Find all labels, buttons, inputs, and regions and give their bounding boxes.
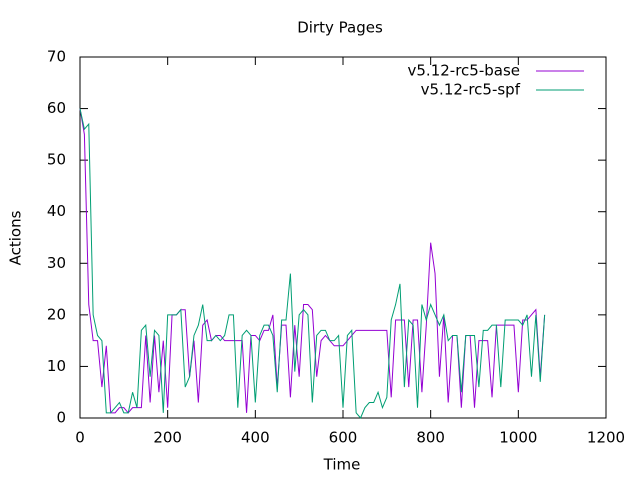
x-tick-label: 800	[416, 429, 445, 447]
x-tick-label: 200	[153, 429, 182, 447]
legend-label: v5.12-rc5-base	[408, 62, 521, 80]
y-tick-label: 60	[47, 99, 66, 117]
y-tick-label: 70	[47, 48, 66, 66]
y-tick-label: 30	[47, 254, 66, 272]
chart-title: Dirty Pages	[297, 19, 383, 37]
y-axis-label: Actions	[7, 210, 25, 265]
y-tick-label: 10	[47, 357, 66, 375]
x-tick-label: 1200	[587, 429, 625, 447]
x-tick-label: 400	[241, 429, 270, 447]
x-tick-label: 0	[75, 429, 85, 447]
x-tick-label: 1000	[499, 429, 537, 447]
plot-border	[79, 56, 607, 419]
x-tick-label: 600	[329, 429, 358, 447]
y-tick-label: 40	[47, 202, 66, 220]
legend-label: v5.12-rc5-spf	[421, 81, 521, 99]
y-tick-label: 20	[47, 305, 66, 323]
y-tick-label: 50	[47, 151, 66, 169]
y-tick-label: 0	[56, 409, 66, 427]
series-line	[79, 108, 546, 419]
x-axis-label: Time	[323, 456, 361, 474]
